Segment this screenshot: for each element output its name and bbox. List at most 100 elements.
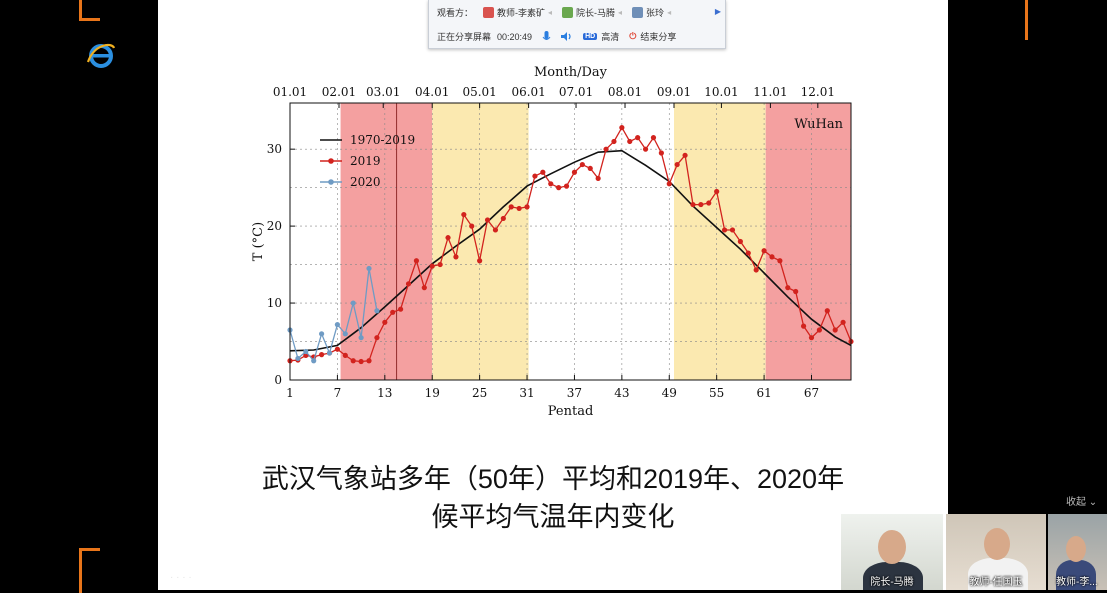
- data-point: [445, 235, 451, 241]
- participant-video-tile[interactable]: 教师-李...: [1048, 514, 1107, 590]
- data-point: [658, 150, 664, 156]
- data-point: [642, 146, 649, 152]
- participant-video-tile[interactable]: 院长-马腾: [841, 514, 943, 590]
- end-share-button[interactable]: ⏻ 结束分享: [629, 31, 677, 42]
- data-point: [469, 223, 475, 229]
- signal-icon: ◂: [548, 8, 553, 17]
- legend-marker: [328, 158, 334, 164]
- data-point: [374, 308, 380, 314]
- frame-corner-top-right: [985, 0, 1028, 40]
- viewer-item[interactable]: 院长-马腾 ◂: [562, 6, 622, 19]
- slide-watermark: · · · ·: [170, 572, 192, 583]
- data-point: [311, 358, 317, 364]
- avatar: [632, 7, 644, 18]
- data-point: [816, 327, 822, 333]
- participant-figure: [863, 562, 923, 590]
- data-point: [358, 358, 364, 365]
- top-tick-label: 06.01: [511, 85, 545, 99]
- data-point: [714, 188, 720, 195]
- data-point: [405, 281, 412, 287]
- data-point: [461, 211, 467, 218]
- x-tick-label: 31: [519, 386, 534, 400]
- data-point: [793, 288, 799, 295]
- top-tick-label: 03.01: [366, 85, 400, 99]
- data-point: [295, 355, 301, 362]
- data-point: [666, 181, 672, 187]
- more-viewers-icon[interactable]: ▶: [714, 7, 721, 16]
- data-point: [342, 352, 348, 358]
- hd-icon: HD: [583, 33, 598, 40]
- participant-video-tile[interactable]: 教师-任国玉: [946, 514, 1046, 590]
- browser-icon[interactable]: [86, 40, 116, 70]
- legend-label: 2020: [350, 175, 381, 189]
- y-axis-title: T (°C): [251, 222, 266, 261]
- x-tick-label: 37: [567, 386, 582, 400]
- data-point: [706, 200, 712, 206]
- top-tick-label: 08.01: [608, 85, 642, 99]
- data-point: [619, 125, 625, 131]
- data-point: [579, 161, 585, 168]
- data-point: [508, 204, 514, 210]
- y-tick-label: 10: [267, 296, 282, 310]
- x-tick-label: 55: [709, 386, 724, 400]
- data-point: [832, 327, 838, 333]
- data-point: [785, 285, 791, 291]
- data-point: [303, 348, 309, 355]
- data-point: [532, 173, 538, 179]
- data-point: [595, 175, 601, 182]
- speaker-icon[interactable]: [561, 31, 573, 42]
- top-tick-label: 05.01: [462, 85, 496, 99]
- x-tick-label: 1: [286, 386, 294, 400]
- participant-face: [1066, 536, 1086, 562]
- data-point: [303, 352, 309, 358]
- viewer-item[interactable]: 张玲 ◂: [632, 6, 671, 19]
- data-point: [698, 201, 704, 208]
- data-point: [334, 346, 341, 352]
- series-line: [289, 126, 852, 363]
- chevron-down-icon: ⌄: [1088, 497, 1098, 508]
- x-tick-label: 49: [662, 386, 677, 400]
- participant-face: [984, 528, 1010, 560]
- collapse-button[interactable]: 收起 ⌄: [1066, 497, 1098, 508]
- data-point: [800, 323, 807, 329]
- data-point: [326, 350, 333, 356]
- top-axis-title: Month/Day: [534, 65, 608, 80]
- data-point: [627, 138, 633, 145]
- top-tick-label: 01.01: [273, 85, 307, 99]
- data-point: [769, 254, 775, 260]
- x-tick-label: 43: [614, 386, 629, 400]
- x-axis-title: Pentad: [548, 404, 594, 419]
- data-point: [761, 248, 767, 254]
- data-point: [587, 165, 593, 172]
- x-tick-label: 13: [377, 386, 392, 400]
- viewer-item[interactable]: 教师-李素矿 ◂: [483, 6, 552, 19]
- microphone-icon[interactable]: [542, 30, 551, 43]
- y-tick-label: 30: [267, 142, 282, 156]
- data-point: [729, 227, 736, 233]
- data-point: [342, 331, 348, 337]
- quality-button[interactable]: HD 高清: [583, 32, 620, 42]
- viewers-label: 观看方：: [437, 8, 474, 18]
- data-point: [563, 183, 570, 189]
- frame-corner-top-left: [79, 0, 100, 21]
- data-point: [650, 135, 657, 141]
- signal-icon: ◂: [618, 8, 623, 17]
- participant-figure: [968, 558, 1028, 590]
- data-point: [429, 263, 435, 269]
- legend-label: 1970-2019: [350, 133, 415, 147]
- data-point: [390, 309, 396, 315]
- participant-face: [878, 530, 906, 564]
- legend-label: 2019: [350, 154, 381, 168]
- signal-icon: ◂: [667, 8, 672, 17]
- data-point: [524, 204, 530, 210]
- top-tick-label: 02.01: [322, 85, 356, 99]
- data-point: [611, 138, 617, 145]
- data-point: [540, 169, 546, 175]
- top-tick-label: 11.01: [753, 85, 787, 99]
- data-point: [358, 335, 364, 341]
- data-point: [453, 254, 459, 260]
- slide-caption-line1: 武汉气象站多年（50年）平均和2019年、2020年: [261, 464, 845, 494]
- avatar: [562, 7, 574, 18]
- top-tick-label: 12.01: [801, 85, 835, 99]
- data-point: [745, 250, 751, 256]
